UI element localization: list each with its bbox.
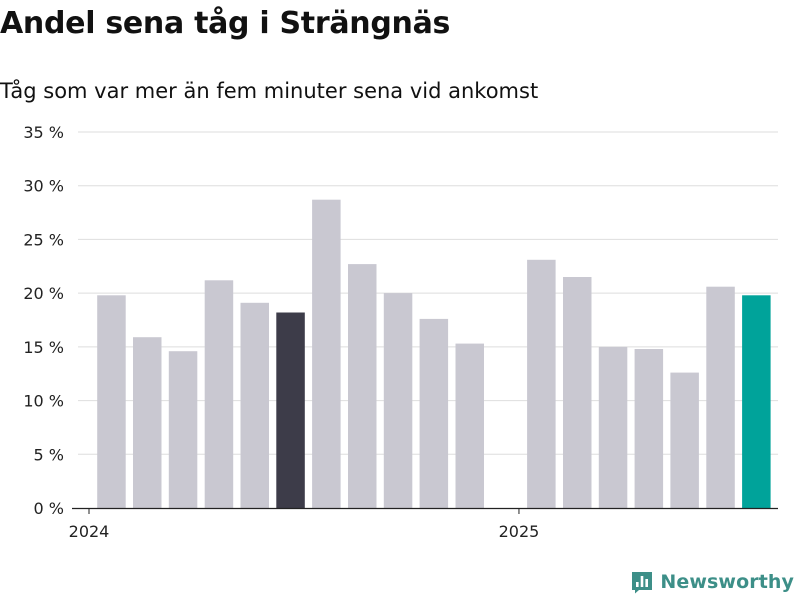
bar — [419, 318, 449, 508]
bar — [527, 259, 556, 508]
bar — [634, 349, 664, 508]
y-tick-label: 5 % — [34, 445, 64, 464]
bar — [204, 280, 234, 508]
bars — [97, 199, 771, 508]
bar — [168, 351, 198, 508]
bar — [383, 293, 413, 508]
bar — [276, 312, 305, 508]
newsworthy-logo-icon — [632, 572, 653, 594]
bar — [133, 337, 162, 508]
bar — [563, 277, 592, 508]
bar — [455, 343, 484, 508]
y-tick-label: 30 % — [23, 177, 64, 196]
bar — [742, 295, 771, 508]
bar — [706, 286, 735, 508]
chart-title: Andel sena tåg i Strängnäs — [0, 6, 451, 41]
bar — [348, 264, 377, 508]
brand-name: Newsworthy — [660, 571, 794, 593]
chart-subtitle: Tåg som var mer än fem minuter sena vid … — [0, 79, 539, 103]
y-axis-tick-labels: 0 % 5 % 10 % 15 % 20 % 25 % 30 % 35 % — [23, 123, 64, 518]
y-tick-label: 0 % — [34, 499, 64, 518]
x-tick-label: 2025 — [499, 522, 540, 541]
bar — [312, 199, 341, 508]
y-tick-label: 25 % — [23, 230, 64, 249]
y-tick-label: 35 % — [23, 123, 64, 142]
bar — [240, 302, 269, 508]
y-tick-label: 20 % — [23, 284, 64, 303]
bar — [598, 346, 628, 508]
bar — [97, 295, 126, 508]
x-axis-tick-labels: 2024 2025 — [69, 508, 540, 541]
brand-logo: Newsworthy — [630, 570, 794, 594]
bar — [670, 372, 699, 508]
x-tick-label: 2024 — [69, 522, 110, 541]
y-tick-label: 10 % — [23, 392, 64, 411]
y-tick-label: 15 % — [23, 338, 64, 357]
